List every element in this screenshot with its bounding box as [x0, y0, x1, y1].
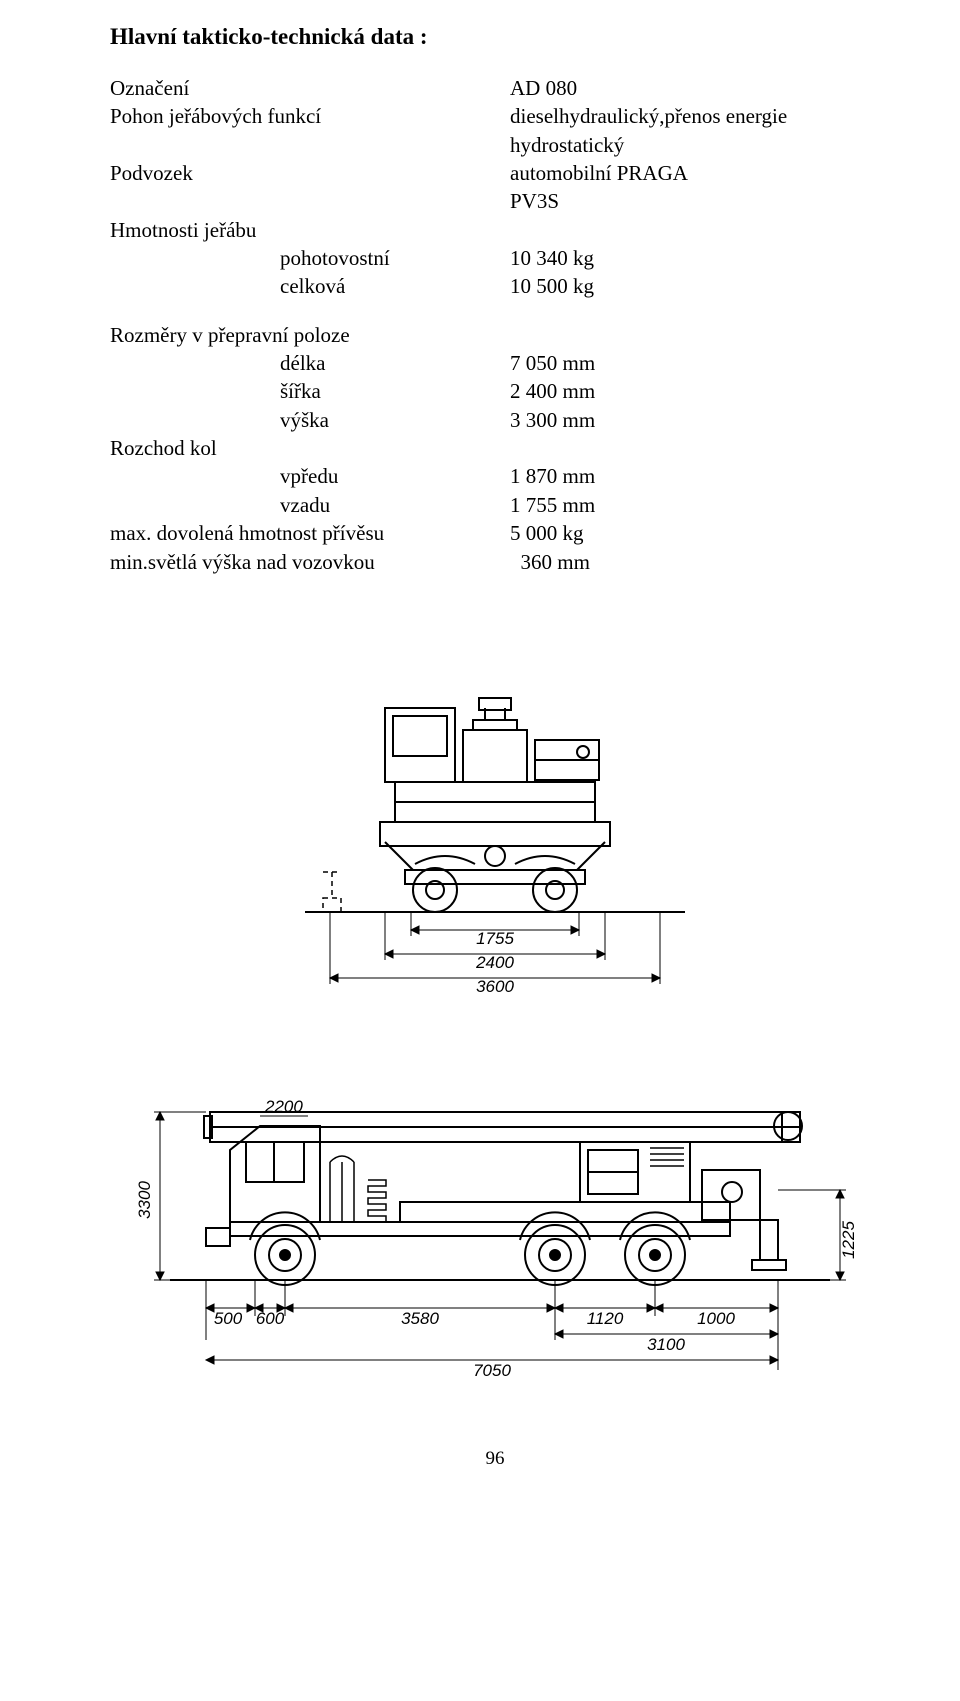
- spec-label: délka: [110, 349, 510, 377]
- spec-row-max-prives: max. dovolená hmotnost přívěsu 5 000 kg: [110, 519, 880, 547]
- spec-row-celkova: celková 10 500 kg: [110, 272, 880, 300]
- spec-value: automobilní PRAGA: [510, 159, 880, 187]
- spec-label: Pohon jeřábových funkcí: [110, 102, 510, 130]
- spec-label: Rozchod kol: [110, 434, 510, 462]
- spec-value-empty: [510, 434, 880, 462]
- dim-1120: 1120: [587, 1309, 624, 1328]
- spec-label: vzadu: [110, 491, 510, 519]
- spec-row-vyska: výška 3 300 mm: [110, 406, 880, 434]
- spec-label: min.světlá výška nad vozovkou: [110, 548, 510, 576]
- dim-500: 500: [214, 1309, 243, 1328]
- spec-value: dieselhydraulický,přenos energie: [510, 102, 880, 130]
- spec-row-sirka: šířka 2 400 mm: [110, 377, 880, 405]
- spec-row-oznaceni: Označení AD 080: [110, 74, 880, 102]
- spec-value: PV3S: [510, 187, 880, 215]
- spec-label: výška: [110, 406, 510, 434]
- spec-label: celková: [110, 272, 510, 300]
- spec-row-delka: délka 7 050 mm: [110, 349, 880, 377]
- spec-value: 10 500 kg: [510, 272, 880, 300]
- dim-3600: 3600: [476, 977, 514, 996]
- page-title: Hlavní takticko-technická data :: [110, 24, 880, 50]
- spec-value: AD 080: [510, 74, 880, 102]
- dim-3580: 3580: [401, 1309, 439, 1328]
- crane-front-view-diagram: 1755 2400 3600: [235, 612, 755, 1012]
- dim-2400: 2400: [475, 953, 514, 972]
- spec-row-rozchod: Rozchod kol: [110, 434, 880, 462]
- dim-1225: 1225: [839, 1220, 858, 1258]
- spec-value: 5 000 kg: [510, 519, 880, 547]
- spec-value: 360 mm: [510, 548, 880, 576]
- spec-value-empty: [510, 216, 880, 244]
- dim-3300: 3300: [135, 1180, 154, 1218]
- spec-value: 3 300 mm: [510, 406, 880, 434]
- spec-row-rozmery: Rozměry v přepravní poloze: [110, 321, 880, 349]
- spec-row-min-svetla: min.světlá výška nad vozovkou 360 mm: [110, 548, 880, 576]
- spec-row-hmotnosti: Hmotnosti jeřábu: [110, 216, 880, 244]
- crane-side-view-diagram: 3300 2200 1225: [110, 1030, 890, 1400]
- page-number: 96: [110, 1448, 880, 1470]
- page: Hlavní takticko-technická data : Označen…: [0, 0, 960, 1510]
- spec-value: 7 050 mm: [510, 349, 880, 377]
- spec-value: 10 340 kg: [510, 244, 880, 272]
- spec-label-empty: [110, 131, 510, 159]
- spec-label: vpředu: [110, 462, 510, 490]
- spec-row-pohotovostni: pohotovostní 10 340 kg: [110, 244, 880, 272]
- dim-600: 600: [256, 1309, 285, 1328]
- dim-3100: 3100: [647, 1335, 685, 1354]
- spec-value: 2 400 mm: [510, 377, 880, 405]
- spec-row-pohon: Pohon jeřábových funkcí dieselhydraulick…: [110, 102, 880, 130]
- spec-label: šířka: [110, 377, 510, 405]
- spec-value: 1 755 mm: [510, 491, 880, 519]
- spec-value-empty: [510, 321, 880, 349]
- spec-label: Hmotnosti jeřábu: [110, 216, 510, 244]
- dim-2200: 2200: [264, 1097, 303, 1116]
- spec-row-pohon-2: hydrostatický: [110, 131, 880, 159]
- specs-block: Označení AD 080 Pohon jeřábových funkcí …: [110, 74, 880, 576]
- spec-label: pohotovostní: [110, 244, 510, 272]
- dim-1000: 1000: [697, 1309, 735, 1328]
- spec-value: hydrostatický: [510, 131, 880, 159]
- spec-row-vzadu: vzadu 1 755 mm: [110, 491, 880, 519]
- dim-7050: 7050: [473, 1361, 511, 1380]
- spec-label: max. dovolená hmotnost přívěsu: [110, 519, 510, 547]
- figures: 1755 2400 3600: [110, 612, 880, 1400]
- spec-row-podvozek-2: PV3S: [110, 187, 880, 215]
- spec-label: Podvozek: [110, 159, 510, 187]
- spec-value: 1 870 mm: [510, 462, 880, 490]
- spec-row-podvozek: Podvozek automobilní PRAGA: [110, 159, 880, 187]
- spec-label: Rozměry v přepravní poloze: [110, 321, 510, 349]
- spec-label: Označení: [110, 74, 510, 102]
- spec-row-vpredu: vpředu 1 870 mm: [110, 462, 880, 490]
- spec-label-empty: [110, 187, 510, 215]
- dim-1755: 1755: [476, 929, 514, 948]
